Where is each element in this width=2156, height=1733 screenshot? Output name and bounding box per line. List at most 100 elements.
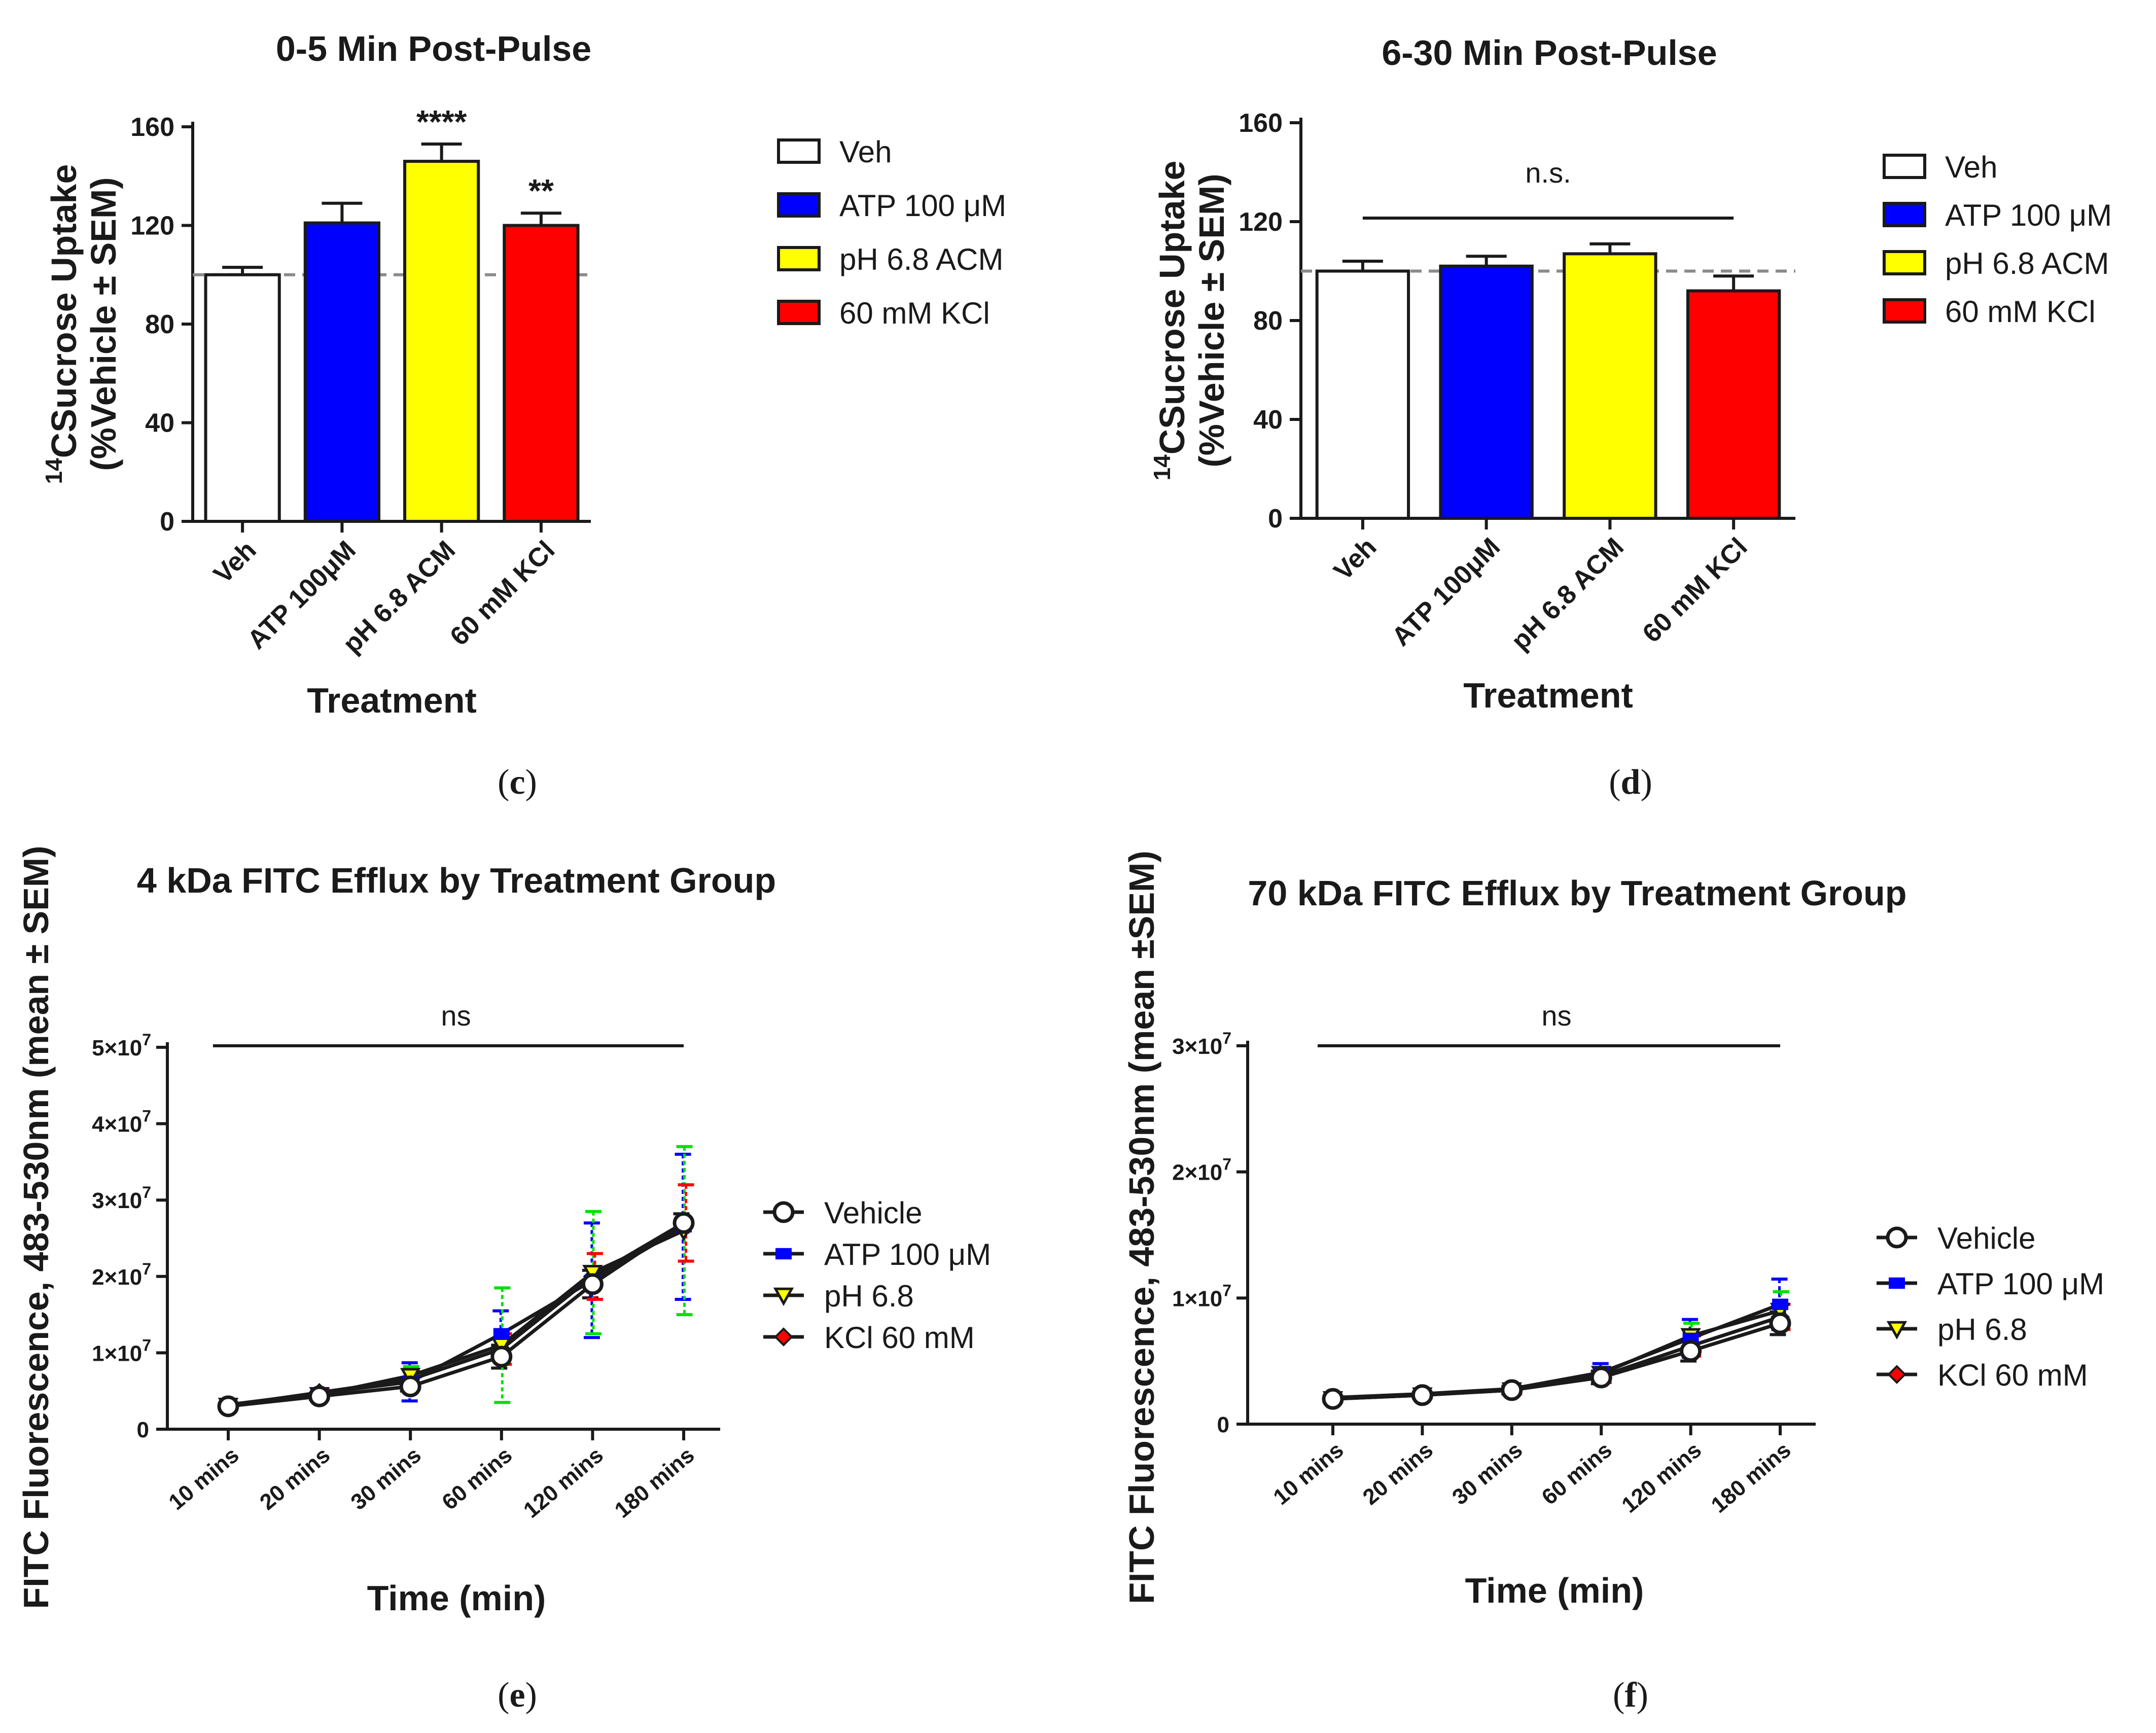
chart-d: 6-30 Min Post-Pulse 14CSucrose Uptake (%Ve… xyxy=(1149,33,2112,802)
y-tick-label: 0 xyxy=(1268,504,1283,534)
legend-label: pH 6.8 ACM xyxy=(1945,246,2109,280)
legend-label: Vehicle xyxy=(824,1196,922,1230)
legend-label: ATP 100 μM xyxy=(1937,1267,2104,1301)
bar-1 xyxy=(204,273,281,523)
legend-swatch xyxy=(1883,250,1926,275)
series-line xyxy=(228,1221,685,1408)
chart-title: 0-5 Min Post-Pulse xyxy=(276,29,591,68)
data-point xyxy=(1322,1388,1344,1410)
x-tick-label: 30 mins xyxy=(346,1442,426,1515)
legend-label: 60 mM KCl xyxy=(839,296,990,330)
y-tick-label: 80 xyxy=(145,310,174,339)
legend-label: pH 6.8 xyxy=(824,1279,914,1313)
y-axis-label-line1: 14CSucrose Uptake xyxy=(1149,161,1192,481)
legend-marker xyxy=(1886,1226,1908,1249)
x-tick-label: ATP 100μM xyxy=(1386,532,1506,652)
y-tick-label: 40 xyxy=(145,409,174,438)
x-tick-label: 60 mM KCl xyxy=(444,535,560,651)
series-line xyxy=(1332,1315,1781,1401)
y-tick-label: 0 xyxy=(160,507,174,537)
y-axis-label-line2: (%Vehicle ± SEM) xyxy=(84,177,123,471)
y-axis-label-line2: (%Vehicle ± SEM) xyxy=(1192,173,1231,467)
x-tick-label: 10 mins xyxy=(1268,1437,1348,1510)
legend-label: KCl 60 mM xyxy=(1937,1358,2088,1392)
data-point xyxy=(399,1375,421,1398)
panel-label: (d) xyxy=(1609,763,1652,802)
bar-2 xyxy=(1439,264,1534,520)
y-axis-label: FITC Fluorescence, 483-530nm (mean ±SEM) xyxy=(1122,851,1161,1604)
legend-swatch xyxy=(1883,298,1926,324)
panel-label: (e) xyxy=(498,1676,537,1715)
legend-swatch xyxy=(1883,202,1926,227)
y-tick-label: 1×107 xyxy=(92,1336,151,1366)
panel-label: (c) xyxy=(498,763,537,802)
series-line xyxy=(228,1225,685,1407)
legend-label: KCl 60 mM xyxy=(824,1321,975,1355)
data-point xyxy=(1411,1384,1433,1406)
legend-label: ATP 100 μM xyxy=(839,189,1006,223)
y-tick-label: 160 xyxy=(1239,109,1283,138)
x-tick-label: 60 mM KCl xyxy=(1637,532,1753,648)
data-point xyxy=(490,1346,513,1368)
x-axis-label: Time (min) xyxy=(367,1578,546,1618)
series-line xyxy=(1332,1308,1781,1401)
y-tick-label: 120 xyxy=(1239,207,1283,237)
series-line xyxy=(228,1221,685,1407)
legend-marker xyxy=(773,1287,794,1306)
legend-swatch xyxy=(777,138,821,164)
legend-label: ATP 100 μM xyxy=(1945,198,2112,232)
legend-label: pH 6.8 ACM xyxy=(839,242,1003,276)
chart-title: 70 kDa FITC Efflux by Treatment Group xyxy=(1248,873,1906,913)
chart-title: 6-30 Min Post-Pulse xyxy=(1382,33,1717,73)
chart-c: 0-5 Min Post-Pulse 14CSucrose Uptake (%Veh… xyxy=(41,29,1006,802)
bar-4 xyxy=(1686,289,1781,520)
x-axis-label: Treatment xyxy=(1463,676,1633,715)
series-line xyxy=(228,1229,685,1407)
y-tick-label: 1×107 xyxy=(1172,1281,1231,1311)
panel-label: (f) xyxy=(1613,1676,1648,1715)
y-tick-label: 120 xyxy=(130,211,174,241)
y-axis-label: FITC Fluorescence, 483-530nm (mean ± SEM… xyxy=(16,846,56,1609)
x-tick-label: 180 mins xyxy=(1707,1437,1796,1518)
ns-annotation: ns xyxy=(441,1000,471,1032)
y-tick-label: 5×107 xyxy=(92,1031,151,1060)
data-point xyxy=(308,1385,331,1407)
chart-title: 4 kDa FITC Efflux by Treatment Group xyxy=(137,861,776,900)
y-tick-label: 0 xyxy=(137,1418,149,1442)
data-point xyxy=(1772,1298,1788,1310)
data-point xyxy=(217,1395,239,1418)
y-tick-label: 2×107 xyxy=(92,1260,151,1290)
bar-1 xyxy=(1315,269,1410,520)
significance-label: **** xyxy=(416,103,467,140)
y-tick-label: 3×107 xyxy=(1172,1029,1231,1059)
y-tick-label: 40 xyxy=(1253,405,1283,435)
x-tick-label: 180 mins xyxy=(610,1442,699,1523)
y-tick-label: 80 xyxy=(1253,306,1283,336)
x-tick-label: 30 mins xyxy=(1447,1437,1527,1510)
ns-annotation: ns xyxy=(1541,1000,1571,1032)
data-point xyxy=(1590,1366,1612,1389)
chart-e: 4 kDa FITC Efflux by Treatment Group FITC… xyxy=(16,846,991,1715)
data-point xyxy=(581,1273,604,1295)
y-tick-label: 2×107 xyxy=(1172,1155,1231,1185)
series-line xyxy=(1332,1321,1781,1401)
bar-2 xyxy=(303,221,380,523)
legend-swatch xyxy=(1883,154,1926,179)
chart-f: 70 kDa FITC Efflux by Treatment Group FIT… xyxy=(1122,851,2104,1715)
legend-marker xyxy=(1887,1365,1906,1384)
legend-marker xyxy=(774,1327,793,1347)
bar-3 xyxy=(1563,252,1657,520)
x-tick-label: 120 mins xyxy=(1617,1437,1706,1518)
legend-marker xyxy=(1886,1321,1907,1340)
legend-label: Vehicle xyxy=(1937,1221,2035,1255)
legend-label: 60 mM KCl xyxy=(1945,295,2096,329)
y-axis-label: 14CSucrose Uptake (%Vehicle ± SEM) xyxy=(41,164,123,484)
legend-marker xyxy=(1889,1277,1905,1289)
legend-marker xyxy=(775,1248,792,1260)
x-axis-label: Treatment xyxy=(307,681,477,720)
y-axis-label-line1: 14CSucrose Uptake xyxy=(41,164,84,484)
x-tick-label: Veh xyxy=(1328,532,1382,586)
data-point xyxy=(1501,1379,1523,1401)
x-tick-label: Veh xyxy=(208,535,262,589)
